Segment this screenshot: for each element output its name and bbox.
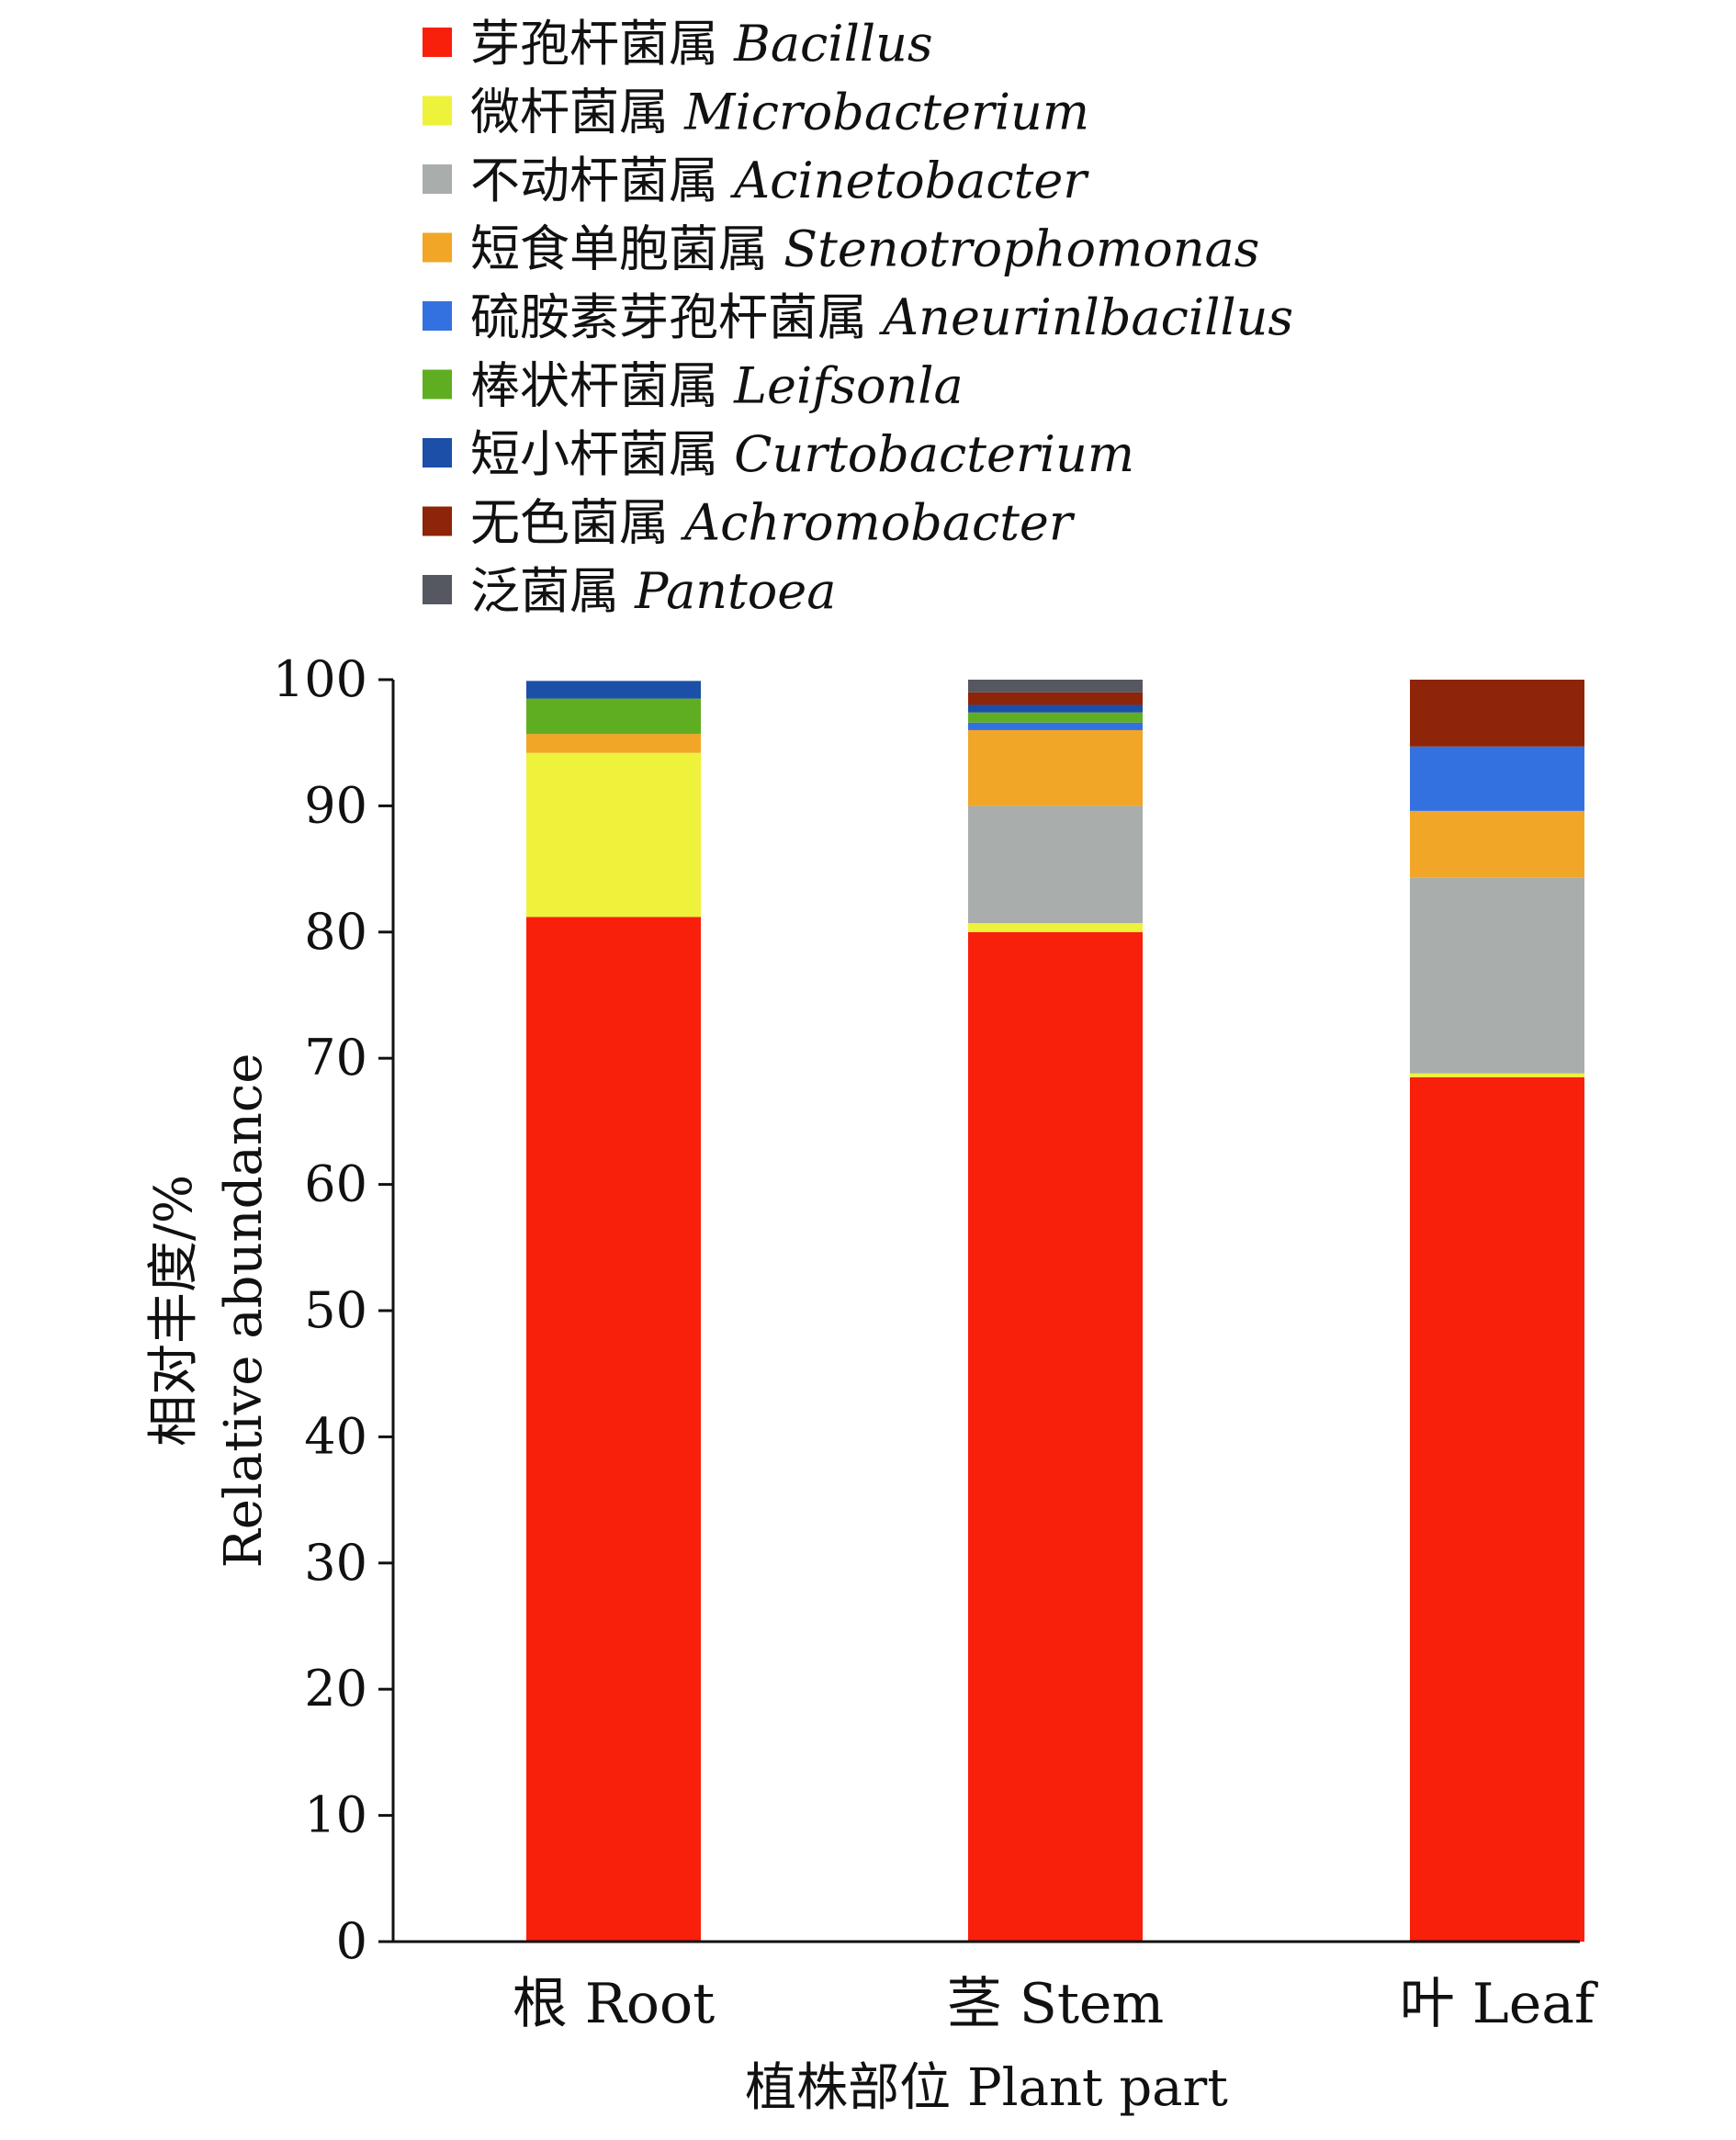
legend-label: 不动杆菌属 Acinetobacter [470,152,1089,209]
legend-item: 短小杆菌属 Curtobacterium [423,425,1134,483]
legend-label-zh: 无色菌属 [470,494,684,552]
axis-labels: 根 Root 茎 Stem 叶 Leaf 植株部位 Plant part 相对丰度/% R… [144,1053,1598,2118]
bar-segment [526,752,701,918]
bar-segment [968,805,1143,924]
y-tick-label: 60 [304,1155,367,1213]
legend-item: 芽孢杆菌属 Bacillus [423,15,933,73]
y-tick-label: 0 [336,1912,367,1970]
legend-swatch [423,506,452,536]
legend-label-latin: Microbacterium [683,84,1089,141]
y-tick-label: 80 [304,903,367,961]
legend-label-zh: 泛菌属 [470,562,635,620]
bar-segment [968,692,1143,705]
legend-label-latin: Achromobacter [680,494,1076,552]
legend-swatch [423,369,452,400]
bar-segment [1410,1076,1584,1942]
legend-label-latin: Leifsonla [733,357,964,415]
legend-label: 芽孢杆菌属 Bacillus [470,15,933,73]
legend-item: 棒状杆菌属 Leifsonla [423,357,964,415]
legend-swatch [423,575,452,604]
y-tick-label: 70 [304,1029,367,1087]
bar-stack [526,681,701,1942]
legend-item: 硫胺素芽孢杆菌属 Aneurinlbacillus [423,288,1293,346]
legend-swatch [423,438,452,467]
bar-segment [526,734,701,753]
bar-segment [968,712,1143,723]
legend-label: 短小杆菌属 Curtobacterium [470,425,1134,483]
legend-label: 硫胺素芽孢杆菌属 Aneurinlbacillus [470,288,1293,346]
bar-segment [1410,746,1584,811]
legend-label: 泛菌属 Pantoea [470,562,836,620]
legend-label-zh: 棒状杆菌属 [470,357,734,415]
legend-label-latin: Pantoea [634,562,836,620]
bar-stack [1410,680,1584,1942]
legend-label: 棒状杆菌属 Leifsonla [470,357,964,415]
legend: 芽孢杆菌属 Bacillus 微杆菌属 Microbacterium 不动杆菌属 A… [423,15,1293,620]
y-tick-label: 20 [304,1660,367,1718]
legend-item: 无色菌属 Achromobacter [423,494,1076,552]
bar-segment [526,681,701,699]
legend-label: 微杆菌属 Microbacterium [470,84,1089,141]
legend-label-zh: 微杆菌属 [470,84,684,141]
axes: 0 10 20 30 40 50 60 70 80 90 100 [273,650,1580,1970]
bar-segment [968,704,1143,713]
bar-segment [1410,877,1584,1074]
legend-label-latin: Aneurinlbacillus [878,288,1293,346]
bar-segment [968,680,1143,693]
legend-label-zh: 短小杆菌属 [470,425,734,483]
legend-label: 无色菌属 Achromobacter [470,494,1076,552]
legend-label-latin: Acinetobacter [729,152,1089,209]
x-category-label: 根 Root [513,1972,716,2036]
legend-item: 泛菌属 Pantoea [423,562,836,620]
bar-segment [968,923,1143,932]
legend-swatch [423,232,452,263]
bar-stack [968,680,1143,1942]
x-category-label: 茎 Stem [947,1972,1165,2036]
bars [526,680,1584,1942]
y-axis-title-en: Relative abundance [214,1053,274,1569]
legend-swatch [423,96,452,126]
legend-item: 微杆菌属 Microbacterium [423,84,1089,141]
legend-item: 不动杆菌属 Acinetobacter [423,152,1089,209]
legend-label-zh: 芽孢杆菌属 [470,15,734,73]
bar-segment [1410,810,1584,878]
bar-segment [526,698,701,735]
legend-label-latin: Curtobacterium [734,425,1134,483]
legend-swatch [423,301,452,331]
y-tick-label: 10 [304,1786,367,1844]
legend-label-latin: Stenotrophomonas [783,220,1259,278]
x-category-label: 叶 Leaf [1400,1972,1598,2036]
bar-segment [526,917,701,1942]
bar-segment [1410,1073,1584,1077]
legend-swatch [423,164,452,194]
bar-segment [968,729,1143,806]
legend-label-zh: 硫胺素芽孢杆菌属 [470,288,883,346]
x-axis-title: 植株部位 Plant part [745,2058,1228,2118]
bar-segment [968,931,1143,1942]
y-tick-label: 50 [304,1281,367,1339]
legend-label-zh: 不动杆菌属 [470,152,734,209]
legend-swatch [423,28,452,57]
legend-label: 短食单胞菌属 Stenotrophomonas [470,220,1259,278]
y-tick-label: 90 [304,776,367,834]
legend-label-zh: 短食单胞菌属 [470,220,783,278]
y-axis-title-zh: 相对丰度/% [144,1175,204,1447]
y-tick-label: 100 [273,650,367,708]
bar-segment [1410,680,1584,747]
y-tick-label: 30 [304,1534,367,1592]
y-tick-label: 40 [304,1407,367,1465]
legend-item: 短食单胞菌属 Stenotrophomonas [423,220,1259,278]
bar-segment [968,722,1143,730]
legend-label-latin: Bacillus [733,15,932,73]
